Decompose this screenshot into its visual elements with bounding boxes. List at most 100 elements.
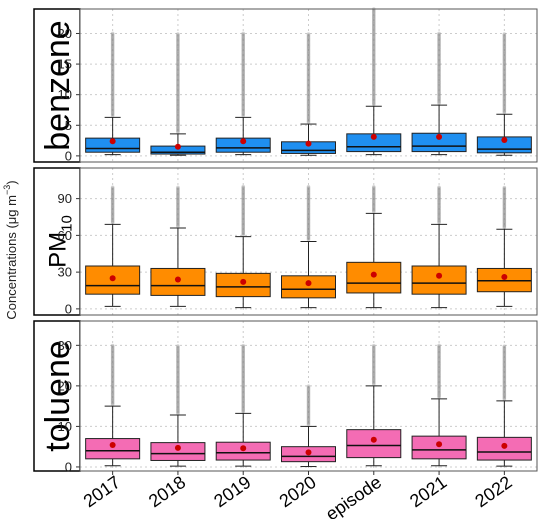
outlier-point bbox=[176, 39, 180, 44]
outlier-point bbox=[502, 372, 507, 376]
outlier-point bbox=[110, 106, 115, 110]
outlier-point bbox=[110, 379, 115, 384]
outlier-point bbox=[371, 84, 376, 88]
outlier-point bbox=[176, 76, 180, 80]
outlier-point bbox=[176, 104, 180, 109]
outlier-point bbox=[437, 46, 441, 50]
outlier-point bbox=[241, 57, 246, 61]
outlier-point bbox=[176, 393, 180, 398]
outlier-point bbox=[371, 87, 376, 92]
outlier-point bbox=[241, 92, 246, 97]
outlier-point bbox=[241, 354, 246, 359]
outlier-point bbox=[110, 358, 115, 362]
outlier-point bbox=[306, 213, 311, 217]
outlier-point bbox=[176, 44, 180, 49]
outlier-point bbox=[176, 192, 180, 197]
y-axis-label-exp: −3 bbox=[2, 185, 12, 195]
outlier-point bbox=[306, 396, 311, 401]
outlier-point bbox=[176, 190, 180, 194]
outlier-point bbox=[437, 99, 441, 103]
outlier-point bbox=[241, 390, 246, 395]
outlier-point bbox=[176, 351, 180, 356]
outlier-point bbox=[176, 345, 180, 350]
outlier-point bbox=[241, 370, 246, 374]
outlier-point bbox=[371, 96, 376, 101]
outlier-point bbox=[241, 103, 246, 108]
strip-label-text: toluene bbox=[39, 340, 77, 452]
outlier-point bbox=[371, 36, 376, 41]
outlier-point bbox=[437, 36, 441, 41]
outlier-point bbox=[241, 101, 246, 106]
outlier-point bbox=[241, 86, 246, 91]
outlier-point bbox=[306, 408, 311, 413]
outlier-point bbox=[176, 38, 180, 43]
box-toluene-2018 bbox=[150, 344, 206, 467]
outlier-point bbox=[176, 84, 180, 89]
outlier-point bbox=[241, 216, 246, 221]
outlier-point bbox=[110, 110, 115, 114]
outlier-point bbox=[371, 364, 376, 368]
outlier-point bbox=[176, 365, 180, 370]
outlier-point bbox=[437, 377, 441, 381]
outlier-point bbox=[502, 397, 507, 401]
outlier-point bbox=[176, 379, 180, 383]
outlier-point bbox=[110, 63, 115, 68]
outlier-point bbox=[371, 41, 376, 46]
outlier-point bbox=[371, 35, 376, 39]
outlier-point bbox=[241, 231, 246, 236]
outlier-point bbox=[176, 199, 180, 204]
outlier-point bbox=[176, 349, 180, 353]
outlier-point bbox=[437, 199, 441, 204]
outlier-point bbox=[437, 68, 441, 72]
outlier-point bbox=[176, 356, 180, 360]
outlier-point bbox=[371, 85, 376, 90]
outlier-point bbox=[306, 419, 311, 423]
outlier-point bbox=[437, 360, 441, 365]
outlier-point bbox=[437, 54, 441, 59]
outlier-point bbox=[306, 105, 311, 110]
outlier-point bbox=[110, 212, 115, 217]
box-toluene-2019 bbox=[215, 343, 271, 467]
outlier-point bbox=[502, 385, 507, 389]
outlier-point bbox=[371, 352, 376, 356]
outlier-point bbox=[176, 113, 180, 117]
outlier-point bbox=[437, 78, 441, 82]
outlier-point bbox=[502, 225, 507, 230]
outlier-point bbox=[241, 188, 246, 192]
outlier-point bbox=[306, 216, 311, 221]
outlier-point bbox=[371, 194, 376, 199]
outlier-point bbox=[176, 395, 180, 400]
outlier-point bbox=[110, 189, 115, 193]
outlier-point bbox=[437, 362, 441, 367]
outlier-point bbox=[502, 368, 507, 373]
outlier-point bbox=[241, 68, 246, 72]
outlier-point bbox=[502, 44, 507, 49]
outlier-point bbox=[437, 373, 441, 378]
outlier-point bbox=[306, 39, 311, 44]
outlier-point bbox=[371, 68, 376, 72]
outlier-point bbox=[241, 70, 246, 75]
outlier-point bbox=[437, 359, 441, 363]
outlier-point bbox=[110, 210, 115, 214]
outlier-point bbox=[437, 70, 441, 75]
outlier-point bbox=[437, 198, 441, 203]
outlier-point bbox=[306, 401, 311, 405]
outlier-point bbox=[241, 381, 246, 385]
outlier-point bbox=[371, 357, 376, 361]
outlier-point bbox=[306, 195, 311, 200]
outlier-point bbox=[176, 202, 180, 206]
outlier-point bbox=[502, 212, 507, 217]
iqr-box bbox=[281, 275, 336, 299]
outlier-point bbox=[371, 70, 376, 75]
outlier-point bbox=[110, 41, 115, 46]
outlier-point bbox=[371, 354, 376, 359]
outlier-point bbox=[110, 108, 115, 113]
outlier-point bbox=[371, 351, 376, 355]
outlier-point bbox=[110, 73, 115, 77]
outlier-point bbox=[306, 193, 311, 197]
outlier-point bbox=[241, 207, 246, 211]
outlier-point bbox=[306, 100, 311, 105]
outlier-point bbox=[110, 349, 115, 354]
outlier-point bbox=[437, 386, 441, 391]
